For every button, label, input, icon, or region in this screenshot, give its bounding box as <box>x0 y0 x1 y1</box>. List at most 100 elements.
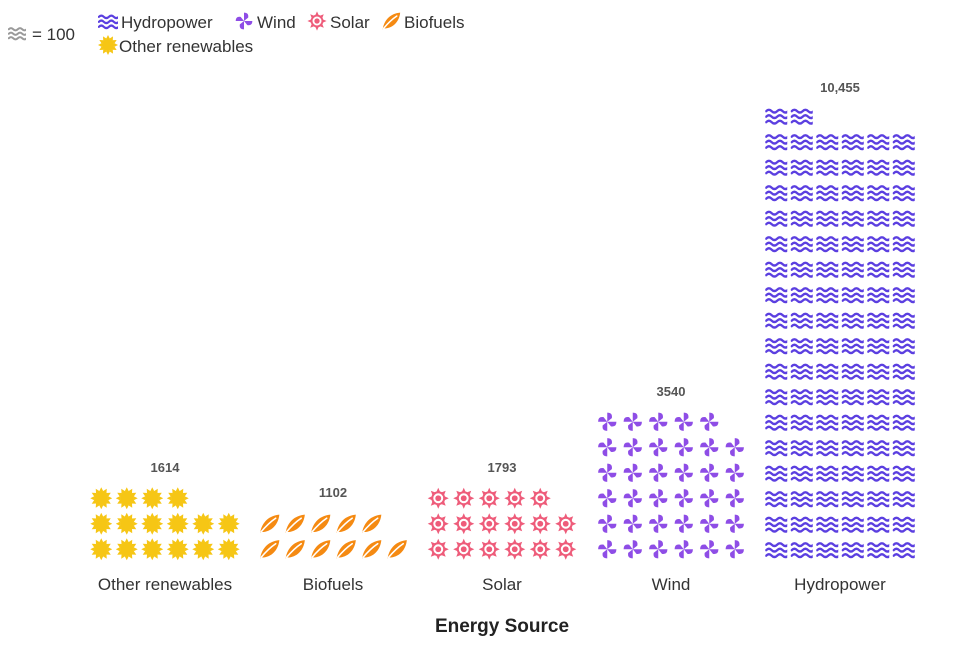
waves-icon <box>765 261 788 278</box>
waves-icon <box>790 236 813 253</box>
column-wind: 3540 Wind <box>598 384 744 594</box>
sun-gear-icon <box>427 487 450 510</box>
value-label: 1793 <box>488 460 517 475</box>
pinwheel-icon <box>623 412 642 431</box>
waves-icon <box>790 159 813 176</box>
waves-icon <box>816 185 839 202</box>
pinwheel-icon <box>649 540 668 559</box>
sun-icon <box>115 487 138 510</box>
pinwheel-icon <box>649 438 668 457</box>
category-label: Biofuels <box>303 575 363 594</box>
pinwheel-icon <box>674 489 693 508</box>
pinwheel-icon <box>598 540 617 559</box>
pinwheel-icon <box>700 540 719 559</box>
pictograph-columns: 1614 Other renewables 1102 Biofuels 1793… <box>90 80 915 594</box>
waves-icon <box>765 287 788 304</box>
pinwheel-icon <box>700 489 719 508</box>
waves-icon <box>892 440 915 457</box>
waves-icon <box>892 389 915 406</box>
sun-icon <box>141 487 164 510</box>
waves-icon <box>765 414 788 431</box>
leaf-icon <box>259 539 281 560</box>
waves-icon <box>841 516 864 533</box>
pinwheel-icon <box>725 540 744 559</box>
pinwheel-icon <box>623 438 642 457</box>
waves-icon <box>816 363 839 380</box>
waves-icon <box>841 414 864 431</box>
waves-icon <box>816 108 829 125</box>
waves-icon <box>841 185 864 202</box>
sun-icon <box>192 512 215 535</box>
unit-key-label: = 100 <box>32 25 75 44</box>
waves-icon <box>867 389 890 406</box>
waves-icon <box>98 14 118 30</box>
sun-gear-icon <box>452 487 475 510</box>
sun-gear-icon <box>427 538 450 561</box>
sun-icon <box>192 487 196 510</box>
waves-icon <box>841 159 864 176</box>
pinwheel-icon <box>649 489 668 508</box>
waves-icon <box>841 363 864 380</box>
waves-icon <box>790 261 813 278</box>
waves-icon <box>816 389 839 406</box>
waves-icon <box>765 108 788 125</box>
sun-icon <box>141 538 164 561</box>
pinwheel-icon <box>649 412 668 431</box>
sun-icon <box>98 35 118 55</box>
waves-icon <box>892 134 915 151</box>
sun-gear-icon <box>529 487 552 510</box>
pinwheel-icon <box>725 412 733 431</box>
pinwheel-icon <box>598 412 617 431</box>
sun-gear-icon <box>554 538 577 561</box>
value-label: 10,455 <box>820 80 860 95</box>
waves-icon <box>841 210 864 227</box>
waves-icon <box>867 440 890 457</box>
waves-icon <box>765 363 788 380</box>
waves-icon <box>816 440 839 457</box>
pinwheel-icon <box>674 438 693 457</box>
waves-icon <box>867 134 890 151</box>
waves-icon <box>867 363 890 380</box>
waves-icon <box>867 261 890 278</box>
legend-label: Wind <box>257 13 296 32</box>
legend-label: Biofuels <box>404 13 464 32</box>
waves-icon <box>892 516 915 533</box>
pinwheel-icon <box>598 438 617 457</box>
waves-icon <box>765 338 788 355</box>
waves-icon <box>867 159 890 176</box>
pinwheel-icon <box>598 514 617 533</box>
waves-icon <box>765 185 788 202</box>
waves-icon <box>892 261 915 278</box>
column-biofuels: 1102 Biofuels <box>259 485 408 594</box>
waves-icon <box>816 465 839 482</box>
waves-icon <box>765 236 788 253</box>
category-label: Hydropower <box>794 575 886 594</box>
waves-icon <box>841 389 864 406</box>
pinwheel-icon <box>674 412 693 431</box>
pinwheel-icon <box>623 489 642 508</box>
sun-icon <box>115 538 138 561</box>
sun-gear-icon <box>503 512 526 535</box>
pinwheel-icon <box>235 12 253 30</box>
legend-item-biofuels: Biofuels <box>381 11 464 32</box>
leaf-icon <box>310 539 332 560</box>
waves-icon <box>816 134 839 151</box>
sun-icon <box>166 512 189 535</box>
pinwheel-icon <box>649 463 668 482</box>
waves-icon <box>841 261 864 278</box>
pinwheel-icon <box>623 514 642 533</box>
legend: Hydropower Wind Solar Biofuels Other ren… <box>98 11 464 56</box>
waves-icon <box>892 414 915 431</box>
waves-icon <box>816 261 839 278</box>
sun-icon <box>115 512 138 535</box>
column-hydropower: 10,455 Hydropower <box>765 80 915 594</box>
waves-icon <box>892 236 915 253</box>
waves-icon <box>765 516 788 533</box>
waves-icon <box>841 236 864 253</box>
pinwheel-icon <box>674 463 693 482</box>
waves-icon <box>892 465 915 482</box>
waves-icon <box>790 542 813 559</box>
waves-icon <box>790 108 813 125</box>
waves-icon <box>816 414 839 431</box>
waves-icon <box>765 465 788 482</box>
